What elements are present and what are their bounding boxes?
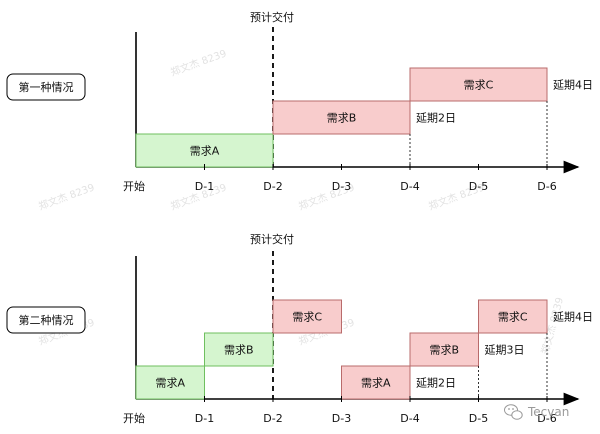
wechat-icon	[504, 404, 523, 420]
x-tick-label: D-5	[469, 180, 488, 193]
delay-note: 延期2日	[416, 112, 456, 125]
task-bar	[135, 365, 205, 400]
scenario-label: 第二种情况	[19, 313, 74, 327]
x-tick-label: D-3	[332, 180, 351, 193]
task-label: 需求C	[464, 79, 494, 92]
task-bar	[272, 299, 342, 334]
delay-note: 延期3日	[485, 344, 525, 357]
task-bar	[478, 299, 548, 334]
task-bar	[135, 133, 274, 168]
scenario-label-box	[6, 73, 86, 101]
x-tick-label: D-4	[400, 412, 419, 425]
x-tick-label: D-4	[400, 180, 419, 193]
scenario-2-chart: 第二种情况 预计交付 需求A 需求B 需求C 需求A 延期2日 需求B 延期3日 需求C 延期4…	[6, 232, 593, 425]
task-bar	[409, 67, 548, 102]
task-bar	[272, 100, 411, 135]
x-tick-label: 开始	[123, 411, 145, 425]
delay-note: 延期4日	[553, 311, 593, 324]
task-label: 需求B	[429, 344, 459, 357]
task-bar	[409, 332, 479, 367]
scenario-label: 第一种情况	[19, 80, 74, 94]
task-label: 需求A	[361, 377, 391, 390]
x-tick-label: D-2	[263, 180, 282, 193]
x-tick-label: D-1	[195, 180, 214, 193]
deadline-label: 预计交付	[250, 232, 294, 246]
delay-note: 延期4日	[553, 79, 593, 92]
task-label: 需求B	[327, 112, 357, 125]
task-bar	[341, 365, 411, 400]
x-tick-label: D-1	[195, 412, 214, 425]
x-tick-label: D-5	[469, 412, 488, 425]
delay-note: 延期2日	[416, 377, 456, 390]
x-tick-label: D-6	[537, 180, 556, 193]
task-label: 需求A	[155, 377, 185, 390]
task-bar	[204, 332, 274, 367]
task-label: 需求C	[498, 311, 528, 324]
task-label: 需求B	[224, 344, 254, 357]
scenario-label-box	[6, 306, 86, 334]
credit-text: Tecvan	[527, 405, 569, 419]
x-tick-label: D-3	[332, 412, 351, 425]
task-label: 需求C	[292, 311, 322, 324]
watermark-text: 郑文杰 8239	[37, 181, 97, 213]
deadline-label: 预计交付	[250, 10, 294, 24]
x-tick-label: D-6	[537, 412, 556, 425]
x-tick-label: 开始	[123, 179, 145, 193]
x-tick-label: D-2	[263, 412, 282, 425]
wechat-credit: Tecvan	[504, 404, 569, 420]
watermark-text: 郑文杰 8239	[169, 47, 229, 79]
task-label: 需求A	[190, 145, 220, 158]
